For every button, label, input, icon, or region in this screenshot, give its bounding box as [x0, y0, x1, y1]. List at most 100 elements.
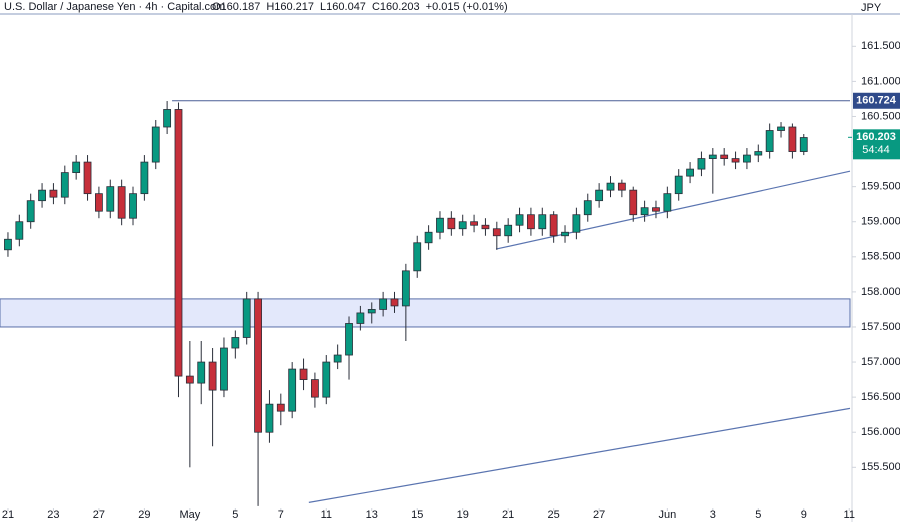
header-value: H160.217: [266, 1, 314, 13]
candle-body: [254, 298, 262, 433]
candle-body: [322, 361, 331, 398]
candle-body: [311, 379, 319, 398]
candle-body: [356, 312, 365, 324]
header-value: L160.047: [320, 1, 366, 13]
candle-body: [538, 214, 547, 230]
candle-body: [447, 217, 456, 230]
candle-body: [436, 217, 444, 233]
candle-body: [515, 214, 524, 226]
currency: JPY: [861, 2, 882, 14]
last-price-label: 160.203: [856, 131, 896, 143]
y-tick-label: 159.500: [861, 181, 900, 193]
candle-body: [504, 224, 513, 237]
chart-title: U.S. Dollar / Japanese Yen · 4h · Capita…: [4, 1, 225, 13]
y-tick-label: 158.500: [861, 251, 900, 263]
candle-body: [4, 238, 12, 251]
x-tick-label: Jun: [658, 509, 676, 521]
candle-body: [720, 154, 729, 159]
y-tick-label: 156.500: [861, 391, 900, 403]
candle-body: [140, 161, 149, 195]
candle-body: [174, 109, 183, 377]
x-tick-label: 27: [593, 509, 605, 521]
y-tick-label: 159.000: [861, 216, 900, 228]
candle-body: [242, 298, 251, 338]
candle-body: [731, 158, 740, 163]
x-tick-label: 5: [232, 509, 238, 521]
candle-body: [674, 175, 683, 195]
candle-body: [606, 182, 615, 191]
y-tick-label: 158.000: [861, 286, 900, 298]
candle-body: [561, 231, 569, 237]
x-tick-label: 21: [2, 509, 14, 521]
candle-body: [379, 298, 388, 310]
candle-body: [527, 214, 535, 230]
candle-body: [49, 189, 58, 198]
x-tick-label: 19: [457, 509, 469, 521]
countdown: 54:44: [862, 144, 890, 156]
candle-body: [629, 189, 638, 216]
candle-body: [458, 221, 467, 230]
y-tick-label: 161.500: [861, 40, 900, 52]
candle-body: [686, 168, 694, 177]
candle-body: [663, 193, 672, 212]
x-tick-label: 21: [502, 509, 514, 521]
candle-body: [117, 186, 126, 219]
candle-body: [197, 361, 206, 384]
candle-body: [60, 172, 69, 198]
candle-body: [299, 368, 308, 380]
x-tick-label: 7: [278, 509, 284, 521]
x-tick-label: 27: [93, 509, 105, 521]
candle-body: [549, 214, 558, 237]
candle-body: [15, 221, 24, 240]
x-tick-label: 3: [710, 509, 716, 521]
header-value: C160.203: [372, 1, 420, 13]
last-price-box: [853, 129, 900, 160]
candle-body: [367, 309, 376, 314]
level-label: 160.724: [856, 95, 897, 107]
candle-body: [777, 126, 785, 131]
candle-body: [38, 189, 46, 202]
y-tick-label: 157.500: [861, 321, 900, 333]
candle-body: [208, 361, 217, 391]
candle-body: [617, 182, 626, 191]
x-tick-label: 29: [138, 509, 150, 521]
candle-body: [333, 354, 342, 363]
candle-body: [390, 298, 399, 307]
candle-body: [163, 109, 172, 128]
candle-body: [743, 154, 751, 163]
candle-body: [220, 347, 228, 391]
x-tick-label: 15: [411, 509, 423, 521]
candle-body: [481, 224, 490, 230]
candle-body: [799, 137, 808, 152]
candle-body: [788, 126, 797, 152]
candle-body: [288, 368, 297, 412]
candle-body: [697, 158, 706, 170]
x-tick-label: 9: [801, 509, 807, 521]
candle-body: [708, 154, 717, 159]
candle-body: [72, 161, 81, 174]
y-tick-label: 155.500: [861, 461, 900, 473]
candle-body: [83, 161, 92, 195]
y-tick-label: 156.000: [861, 426, 900, 438]
candle-body: [765, 130, 774, 152]
header-value: +0.015 (+0.01%): [426, 1, 508, 13]
y-tick-label: 161.000: [861, 75, 900, 87]
candle-body: [26, 200, 35, 223]
x-tick-label: 23: [47, 509, 59, 521]
candle-body: [345, 323, 353, 356]
x-tick-label: May: [179, 509, 200, 521]
candle-body: [470, 221, 478, 226]
x-tick-label: 11: [321, 509, 332, 521]
candle-body: [754, 151, 763, 156]
candle-body: [276, 403, 285, 412]
header-value: O160.187: [212, 1, 260, 13]
candle-body: [231, 337, 240, 349]
candle-body: [185, 375, 194, 384]
candle-body: [572, 214, 581, 233]
candle-body: [401, 270, 410, 307]
candle-body: [106, 186, 115, 212]
y-tick-label: 157.000: [861, 356, 900, 368]
candle-body: [583, 200, 592, 216]
candle-body: [492, 228, 501, 237]
